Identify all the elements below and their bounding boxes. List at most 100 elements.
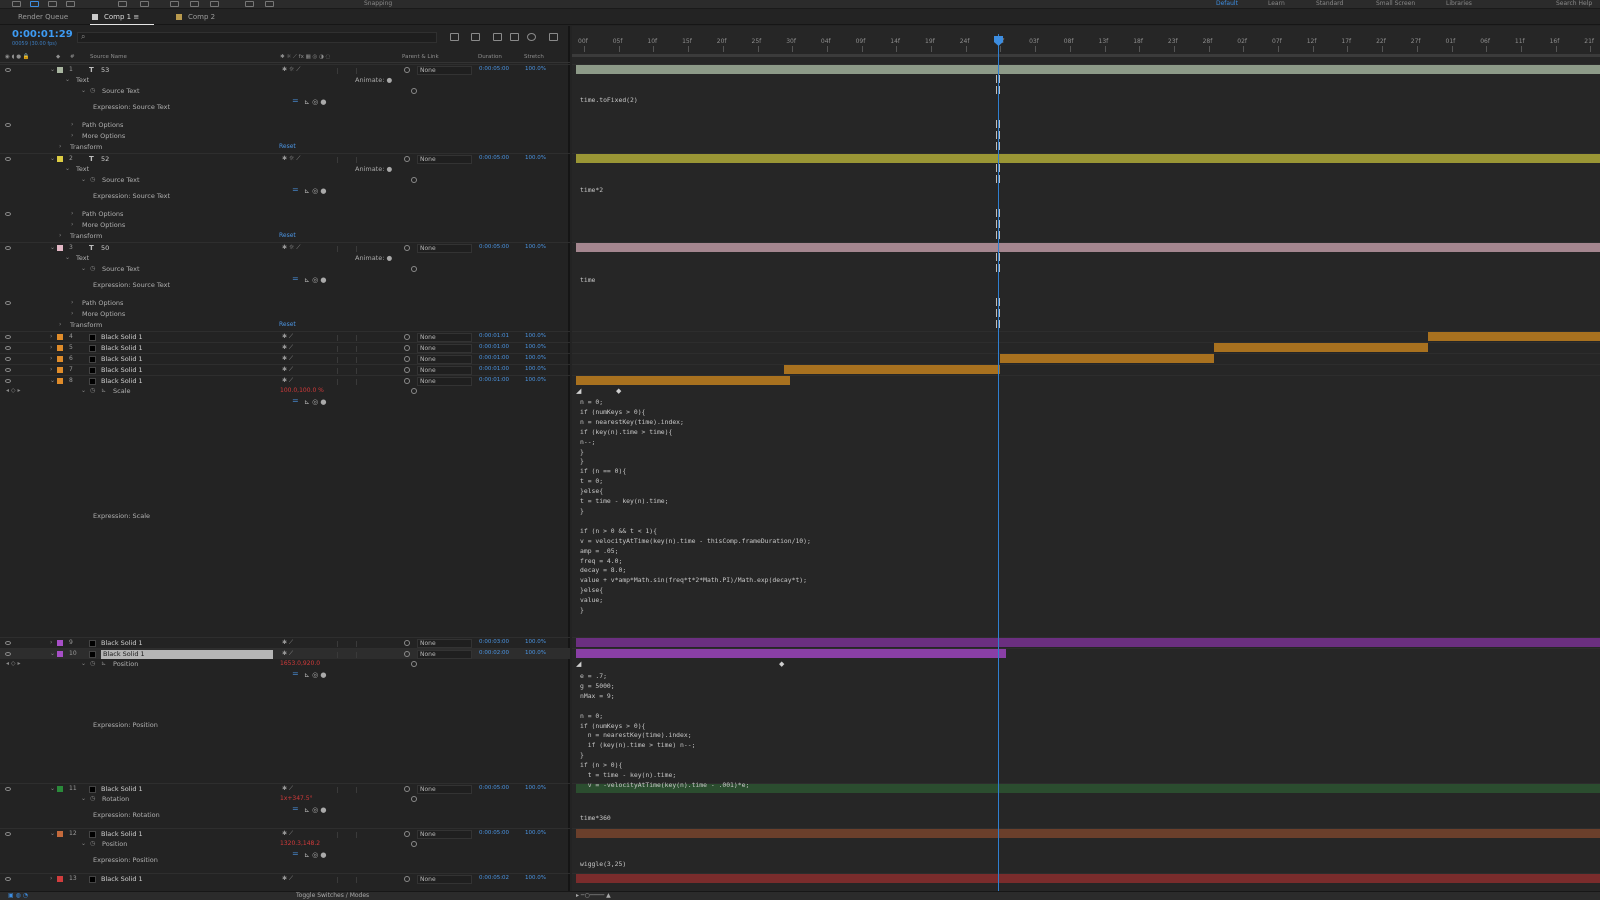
layer-switches-icons[interactable]: ✱ ⟋ [282,875,294,882]
layer-bar-13[interactable] [576,874,1600,883]
layer-row[interactable]: › 7 Black Solid 1 ✱ ⟋ None 0:00:01:00 100.0% [0,364,570,375]
current-time-indicator-head[interactable] [994,36,1003,46]
layer-row[interactable]: › 5 Black Solid 1 ✱ ⟋ None 0:00:01:00 100.0% [0,342,570,353]
keyframe-navigator-icons[interactable]: ◂ ◇ ▸ [6,387,21,394]
layer-stretch[interactable]: 100.0% [525,875,546,881]
layer-label-color[interactable] [57,367,63,373]
layer-bar-4[interactable] [1428,332,1600,341]
layer-label-color[interactable] [57,786,63,792]
property-twirl-icon[interactable]: ⌄ [81,265,87,272]
layer-row[interactable]: ⌄ 1 T 53 ✱ ☼ ⟋ None 0:00:05:00 100.0% [0,64,570,75]
layer-switch-boxes[interactable] [337,379,357,385]
keyframe-icon[interactable]: ◢ [576,387,582,395]
property-twirl-icon[interactable]: › [71,121,74,128]
source-text-property[interactable]: Source Text [102,176,140,184]
source-name-header[interactable]: Source Name [90,54,127,60]
visibility-eye-icon[interactable] [5,246,11,250]
layer-duration[interactable]: 0:00:01:00 [479,355,510,361]
layer-stretch[interactable]: 100.0% [525,650,546,656]
layer-switches-icons[interactable]: ✱ ☼ ⟋ [282,66,301,73]
transform-group[interactable]: Transform [70,143,103,151]
layer-row[interactable]: › 4 Black Solid 1 ✱ ⟋ None 0:00:01:01 100.0% [0,331,570,342]
graph-editor-icon[interactable] [549,33,558,41]
tab-render-queue[interactable]: Render Queue [18,13,69,21]
layer-bar-6[interactable] [1000,354,1214,363]
motion-blur-icon[interactable] [527,33,536,41]
current-time-indicator[interactable] [998,34,999,891]
property-twirl-icon[interactable]: › [59,232,62,239]
parent-dropdown[interactable]: None [417,244,472,253]
layer-row[interactable]: ⌄ 11 Black Solid 1 ✱ ⟋ None 0:00:05:00 100.0% [0,783,570,794]
layer-switch-boxes[interactable] [337,787,357,793]
layer-label-color[interactable] [57,345,63,351]
keyframe-icon[interactable]: ◢ [576,660,582,668]
keyframe-icon[interactable]: ◆ [616,387,622,395]
visibility-eye-icon[interactable] [5,346,11,350]
layer-switch-boxes[interactable] [337,877,357,883]
snapping-checkbox[interactable]: Snapping [364,0,393,7]
layer-bar-11[interactable] [576,784,1600,793]
layer-duration[interactable]: 0:00:01:01 [479,333,510,339]
layer-duration[interactable]: 0:00:02:00 [479,650,510,656]
visibility-eye-icon[interactable] [5,357,11,361]
property-twirl-icon[interactable]: ⌄ [81,87,87,94]
layer-switch-boxes[interactable] [337,157,357,163]
source-text-property[interactable]: Source Text [102,265,140,273]
layer-twirl-icon[interactable]: › [50,333,53,340]
pan-behind-tool-icon[interactable] [140,1,149,7]
animate-menu[interactable]: Animate: ● [355,254,392,262]
layer-twirl-icon[interactable]: ⌄ [50,244,56,251]
layer-name[interactable]: 53 [101,66,110,74]
layer-duration[interactable]: 0:00:01:00 [479,377,510,383]
parent-dropdown[interactable]: None [417,366,472,375]
layer-twirl-icon[interactable]: ⌄ [50,650,56,657]
visibility-eye-icon[interactable] [5,641,11,645]
expression-controls-icons[interactable]: ⊾ ◎ ● [304,671,327,679]
layer-bar-1[interactable] [576,65,1600,74]
path-options-group[interactable]: Path Options [82,210,124,218]
expression-controls-icons[interactable]: ⊾ ◎ ● [304,806,327,814]
frame-blending-icon[interactable] [510,33,519,41]
pen-tool-icon[interactable] [190,1,199,7]
layer-name[interactable]: Black Solid 1 [101,830,143,838]
layer-switch-boxes[interactable] [337,346,357,352]
expression-controls-icons[interactable]: ⊾ ◎ ● [304,851,327,859]
parent-dropdown[interactable]: None [417,155,472,164]
layer-switch-boxes[interactable] [337,641,357,647]
visibility-eye-icon[interactable] [5,787,11,791]
expression-enable-icon[interactable]: = [292,96,299,105]
pick-whip-icon[interactable] [404,640,410,646]
layer-name[interactable]: 50 [101,244,110,252]
layer-stretch[interactable]: 100.0% [525,244,546,250]
visibility-eye-icon[interactable] [5,68,11,72]
property-twirl-icon[interactable]: ⌄ [81,660,87,667]
pick-whip-icon[interactable] [411,841,417,847]
pick-whip-icon[interactable] [411,796,417,802]
expression-controls-icons[interactable]: ⊾ ◎ ● [304,187,327,195]
visibility-eye-icon[interactable] [5,335,11,339]
expression-editor-scale[interactable]: n = 0; if (numKeys > 0){ n = nearestKey(… [580,398,811,615]
layer-stretch[interactable]: 100.0% [525,344,546,350]
layer-duration[interactable]: 0:00:05:00 [479,66,510,72]
layer-bar-5[interactable] [1214,343,1428,352]
duration-header[interactable]: Duration [478,54,502,60]
visibility-eye-icon[interactable] [5,212,11,216]
layer-row[interactable]: ⌄ 8 Black Solid 1 ✱ ⟋ None 0:00:01:00 100.0% [0,375,570,386]
workspace-small-screen[interactable]: Small Screen [1376,0,1416,7]
layer-switch-boxes[interactable] [337,335,357,341]
expression-enable-icon[interactable]: = [292,274,299,283]
pick-whip-icon[interactable] [411,388,417,394]
layer-twirl-icon[interactable]: › [50,344,53,351]
zoom-slider[interactable]: ▸ ─○──── ▲ [576,892,611,899]
layer-duration[interactable]: 0:00:05:00 [479,244,510,250]
text-group-label[interactable]: Text [76,254,90,262]
pick-whip-icon[interactable] [404,651,410,657]
layer-twirl-icon[interactable]: ⌄ [50,66,56,73]
layer-row[interactable]: ⌄ 12 Black Solid 1 ✱ ⟋ None 0:00:05:00 100.0% [0,828,570,839]
parent-dropdown[interactable]: None [417,830,472,839]
layer-name[interactable]: Black Solid 1 [101,875,143,883]
keyframe-navigator-icons[interactable]: ◂ ◇ ▸ [6,660,21,667]
layer-switches-icons[interactable]: ✱ ⟋ [282,366,294,373]
pick-whip-icon[interactable] [411,177,417,183]
position-property[interactable]: Position [113,660,139,668]
